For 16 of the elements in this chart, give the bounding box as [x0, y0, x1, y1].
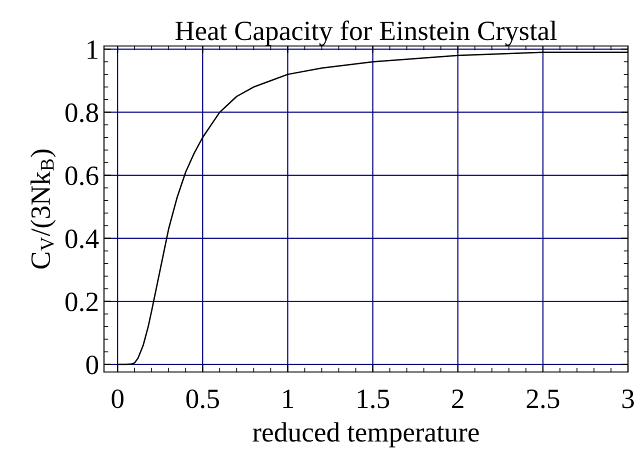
x-tick-label: 2.5 — [526, 390, 560, 408]
x-axis-title: reduced temperature — [252, 422, 479, 448]
y-tick-label: 1 — [88, 40, 98, 59]
x-tick-label: 0.5 — [186, 389, 219, 408]
x-tick-label: 1 — [283, 390, 294, 408]
x-tick-label: 3 — [622, 390, 634, 408]
x-tick-label: 2 — [452, 390, 464, 408]
y-axis-title: C$_{V}$/(3Nk$_{B}$) — [30, 150, 56, 269]
chart-title: Heat Capacity for Einstein Crystal — [175, 20, 557, 46]
y-tick-label: 0.8 — [65, 103, 98, 122]
x-tick-label: 0 — [112, 389, 124, 408]
x-tick-label: 1.5 — [358, 390, 390, 408]
y-tick-label: 0.4 — [65, 229, 99, 248]
y-tick-label: 0.6 — [65, 166, 98, 186]
y-tick-label: 0.2 — [65, 292, 98, 312]
y-tick-label: 0 — [86, 356, 98, 374]
